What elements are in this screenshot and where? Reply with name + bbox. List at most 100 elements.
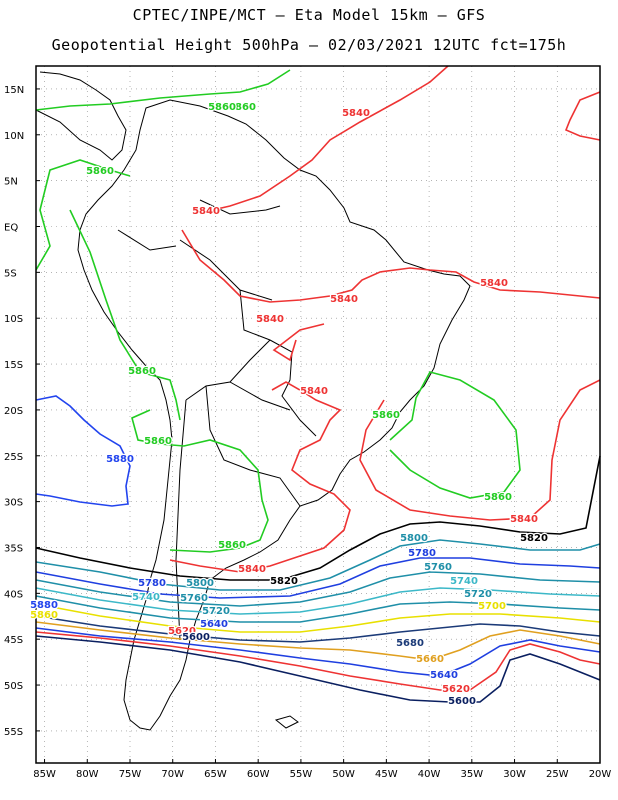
contour-label: 5820 bbox=[270, 576, 298, 587]
lon-tick-label: 55W bbox=[290, 769, 313, 780]
lon-tick-label: 80W bbox=[76, 769, 99, 780]
map-title-line2: Geopotential Height 500hPa – 02/03/2021 … bbox=[51, 36, 567, 54]
contour-5840-central bbox=[169, 323, 351, 573]
contour-label: 5840 bbox=[300, 386, 328, 397]
central-america-coast bbox=[35, 71, 127, 161]
contour-5860-north bbox=[35, 69, 291, 111]
contour-label: 5740 bbox=[132, 592, 160, 603]
contour-5860-pacific bbox=[35, 159, 181, 421]
lon-tick-label: 20W bbox=[589, 769, 612, 780]
contour-label: 5740 bbox=[450, 576, 478, 587]
lat-tick-label: 25S bbox=[4, 452, 23, 463]
lon-tick-label: 35W bbox=[461, 769, 484, 780]
contour-label: 5760 bbox=[424, 562, 452, 573]
contour-label: 5860 bbox=[86, 166, 114, 177]
lat-tick-label: 55S bbox=[4, 727, 23, 738]
contour-label: 5820 bbox=[520, 533, 548, 544]
contour-label: 5840 bbox=[256, 314, 284, 325]
contour-5600 bbox=[35, 635, 601, 703]
contour-label: 5600 bbox=[182, 632, 210, 643]
contour-5840-atlantic-loop bbox=[359, 379, 601, 521]
contour-5840-amazon bbox=[181, 229, 601, 303]
contour-5660 bbox=[35, 621, 601, 661]
contour-label: 5640 bbox=[430, 670, 458, 681]
contour-label: 5860 bbox=[144, 436, 172, 447]
lat-tick-label: 30S bbox=[4, 498, 23, 509]
contour-label: 5800 bbox=[186, 578, 214, 589]
lat-tick-label: 20S bbox=[4, 406, 23, 417]
contour-label: 5840 bbox=[192, 206, 220, 217]
lat-tick-label: 45S bbox=[4, 635, 23, 646]
lon-tick-label: 30W bbox=[503, 769, 526, 780]
lat-tick-label: 5S bbox=[4, 268, 17, 279]
contour-5780 bbox=[35, 557, 601, 599]
lat-tick-label: 35S bbox=[4, 543, 23, 554]
contour-label: 5800 bbox=[400, 533, 428, 544]
contour-label: 5860 bbox=[30, 610, 58, 621]
lat-tick-label: 15N bbox=[4, 85, 24, 96]
lat-tick-label: 40S bbox=[4, 589, 23, 600]
contour-5800 bbox=[35, 539, 601, 591]
contour-label: 5860 bbox=[484, 492, 512, 503]
falklands bbox=[274, 715, 299, 729]
contour-label: 5860 bbox=[218, 540, 246, 551]
contour-5840-north bbox=[203, 65, 449, 213]
contour-label: 5840 bbox=[238, 564, 266, 575]
contour-5640 bbox=[35, 627, 601, 677]
lon-tick-label: 40W bbox=[418, 769, 441, 780]
contour-5700 bbox=[35, 603, 601, 633]
south-america-coast bbox=[77, 99, 471, 731]
contour-label: 5780 bbox=[138, 578, 166, 589]
lon-tick-label: 60W bbox=[247, 769, 270, 780]
lon-tick-label: 65W bbox=[204, 769, 227, 780]
axis-ticks: 15N 10N 5N EQ 5S 10S 15S 20S 25S 30S 35S 40S 45S 50S 5… bbox=[4, 85, 611, 780]
contour-label: 5880 bbox=[106, 454, 134, 465]
contour-label: 5860 bbox=[228, 102, 256, 113]
contour-5880 bbox=[35, 395, 131, 507]
contour-label: 5640 bbox=[200, 619, 228, 630]
contour-label: 5860 bbox=[208, 102, 236, 113]
contour-label: 5620 bbox=[168, 626, 196, 637]
map-frame bbox=[35, 65, 601, 764]
lon-tick-label: 45W bbox=[375, 769, 398, 780]
coastlines bbox=[35, 71, 471, 731]
contour-5820 bbox=[35, 455, 601, 581]
contour-label: 5780 bbox=[408, 548, 436, 559]
contour-5620 bbox=[35, 631, 601, 691]
lon-tick-label: 70W bbox=[161, 769, 184, 780]
contour-labels: 5860586058605860586058605860586058405840… bbox=[29, 101, 549, 709]
contour-label: 5600 bbox=[448, 696, 476, 707]
lat-tick-label: 10S bbox=[4, 314, 23, 325]
contour-label: 5860 bbox=[372, 410, 400, 421]
lat-tick-label: 5N bbox=[4, 177, 18, 188]
lon-tick-label: 25W bbox=[546, 769, 569, 780]
contours bbox=[35, 65, 601, 703]
contour-5860-atlantic bbox=[389, 371, 521, 499]
contour-label: 5700 bbox=[478, 601, 506, 612]
contour-5720 bbox=[35, 595, 601, 623]
lon-tick-label: 85W bbox=[33, 769, 56, 780]
lat-tick-label: 10N bbox=[4, 131, 24, 142]
contour-label: 5720 bbox=[202, 606, 230, 617]
contour-5680 bbox=[35, 615, 601, 643]
contour-label: 5860 bbox=[128, 366, 156, 377]
lon-tick-label: 75W bbox=[119, 769, 142, 780]
contour-label: 5840 bbox=[330, 294, 358, 305]
contour-5760 bbox=[35, 571, 601, 607]
border-lines bbox=[117, 199, 317, 641]
contour-label: 5720 bbox=[464, 589, 492, 600]
contour-5860-chile bbox=[131, 409, 269, 553]
contour-5840-east bbox=[564, 91, 601, 141]
contour-label: 5760 bbox=[180, 593, 208, 604]
lat-tick-label: 15S bbox=[4, 360, 23, 371]
contour-label: 5680 bbox=[396, 638, 424, 649]
contour-label: 5840 bbox=[342, 108, 370, 119]
contour-label: 5880 bbox=[30, 600, 58, 611]
contour-label: 5620 bbox=[442, 684, 470, 695]
lat-tick-label: EQ bbox=[4, 222, 18, 233]
lat-tick-label: 50S bbox=[4, 681, 23, 692]
lon-tick-label: 50W bbox=[332, 769, 355, 780]
contour-5740 bbox=[35, 587, 601, 615]
contour-label: 5660 bbox=[416, 654, 444, 665]
